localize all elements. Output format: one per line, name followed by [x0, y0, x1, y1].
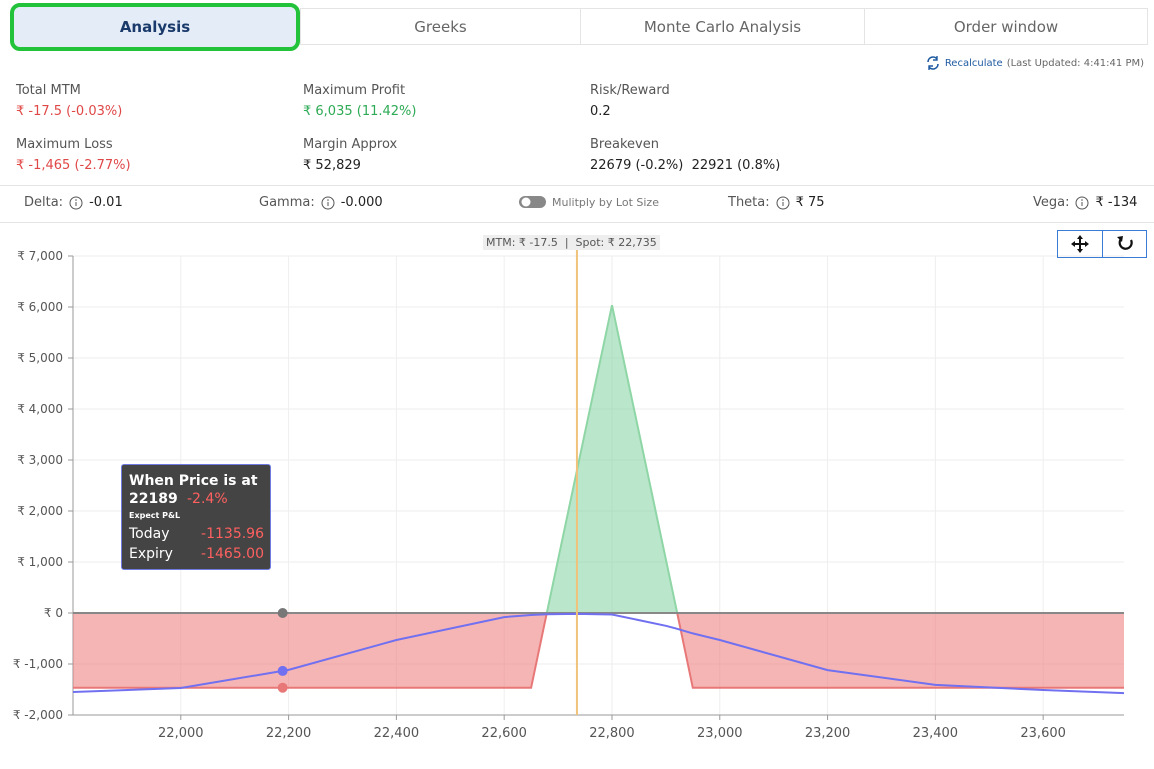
greek-value: -0.000 — [340, 195, 383, 210]
chart-header: MTM: ₹ -17.5 | Spot: ₹ 22,735 — [483, 235, 660, 250]
tooltip-title: When Price is at — [129, 473, 258, 489]
y-tick-label: ₹ 3,000 — [17, 453, 63, 467]
y-tick-label: ₹ 6,000 — [17, 300, 63, 314]
greek: Delta: -0.01 — [24, 195, 123, 210]
tooltip-price: 22189 — [129, 491, 178, 507]
y-tick-label: ₹ 1,000 — [17, 555, 63, 569]
stat-value: 22679 (-0.2%) 22921 (0.8%) — [590, 158, 781, 173]
divider — [0, 185, 1154, 186]
y-tick-label: ₹ -1,000 — [13, 657, 63, 671]
stat-value: ₹ 6,035 (11.42%) — [303, 104, 417, 119]
toggle-label: Mulitply by Lot Size — [552, 195, 659, 209]
greek: Vega: ₹ -134 — [1033, 195, 1137, 210]
x-tick-label: 23,000 — [697, 726, 743, 741]
x-tick-label: 22,800 — [589, 726, 635, 741]
x-tick-label: 22,200 — [266, 726, 312, 741]
divider — [0, 222, 1154, 223]
stat-value: ₹ -17.5 (-0.03%) — [16, 104, 123, 119]
greek-value: -0.01 — [89, 195, 123, 210]
reset-button[interactable] — [1103, 231, 1146, 257]
tab[interactable]: Order window — [864, 8, 1148, 45]
tab[interactable]: Analysis — [10, 3, 300, 51]
greek-label: Theta: — [728, 195, 770, 210]
greek-label: Delta: — [24, 195, 64, 210]
tooltip-row-value: -1135.96 — [201, 526, 264, 542]
stat-value: ₹ 52,829 — [303, 158, 361, 173]
tooltip-row-value: -1465.00 — [201, 546, 264, 562]
expiry-line — [545, 304, 679, 613]
stat-label: Maximum Profit — [303, 83, 406, 98]
tooltip-row-label: Today — [129, 526, 170, 542]
today-line — [72, 612, 1125, 695]
recalculate-link[interactable]: Recalculate — [944, 57, 1003, 69]
greek-value: ₹ -134 — [1095, 195, 1138, 210]
info-icon[interactable] — [776, 196, 790, 210]
greek: Gamma: -0.000 — [259, 195, 383, 210]
stat-value: ₹ -1,465 (-2.77%) — [16, 158, 131, 173]
greek-label: Vega: — [1033, 195, 1070, 210]
y-tick-label: ₹ -2,000 — [13, 708, 63, 722]
greek-value: ₹ 75 — [795, 195, 825, 210]
stat-label: Breakeven — [590, 137, 659, 152]
zero-point — [277, 608, 288, 618]
tooltip-change: -2.4% — [187, 491, 228, 507]
x-tick-label: 23,200 — [805, 726, 851, 741]
greek: Theta: ₹ 75 — [728, 195, 825, 210]
stat-label: Maximum Loss — [16, 137, 113, 152]
tab[interactable]: Greeks — [300, 8, 581, 45]
tooltip-row-label: Expiry — [129, 546, 173, 562]
info-icon[interactable] — [321, 196, 335, 210]
x-tick-label: 22,400 — [374, 726, 420, 741]
y-tick-label: ₹ 5,000 — [17, 351, 63, 365]
y-tick-label: ₹ 4,000 — [17, 402, 63, 416]
stat-label: Margin Approx — [303, 137, 398, 152]
stat-label: Risk/Reward — [590, 83, 670, 98]
y-tick-label: ₹ 0 — [44, 606, 63, 620]
tooltip: When Price is at 22189 -2.4% Expect P&L … — [121, 464, 271, 570]
chart-controls — [1057, 230, 1147, 258]
info-icon[interactable] — [1075, 196, 1089, 210]
refresh-icon[interactable] — [925, 55, 941, 71]
x-tick-label: 23,600 — [1020, 726, 1066, 741]
x-tick-label: 22,000 — [158, 726, 204, 741]
stat-label: Total MTM — [16, 83, 81, 98]
greek-label: Gamma: — [259, 195, 315, 210]
tooltip-subtitle: Expect P&L — [129, 511, 181, 520]
expiry-point — [277, 682, 288, 693]
toggle: Mulitply by Lot Size — [519, 195, 659, 209]
loss-area — [73, 613, 1124, 688]
today-point — [277, 665, 288, 676]
profit-area — [73, 305, 1124, 613]
info-icon[interactable] — [69, 196, 83, 210]
x-tick-label: 22,600 — [481, 726, 527, 741]
toggle-switch[interactable] — [519, 195, 546, 209]
last-updated: (Last Updated: 4:41:41 PM) — [1006, 57, 1144, 69]
y-tick-label: ₹ 2,000 — [17, 504, 63, 518]
y-tick-label: ₹ 7,000 — [17, 249, 63, 263]
recalculate-bar: Recalculate (Last Updated: 4:41:41 PM) — [925, 55, 1144, 71]
x-tick-label: 23,400 — [913, 726, 959, 741]
pan-button[interactable] — [1058, 231, 1103, 257]
tab[interactable]: Monte Carlo Analysis — [580, 8, 865, 45]
stat-value: 0.2 — [590, 104, 611, 119]
